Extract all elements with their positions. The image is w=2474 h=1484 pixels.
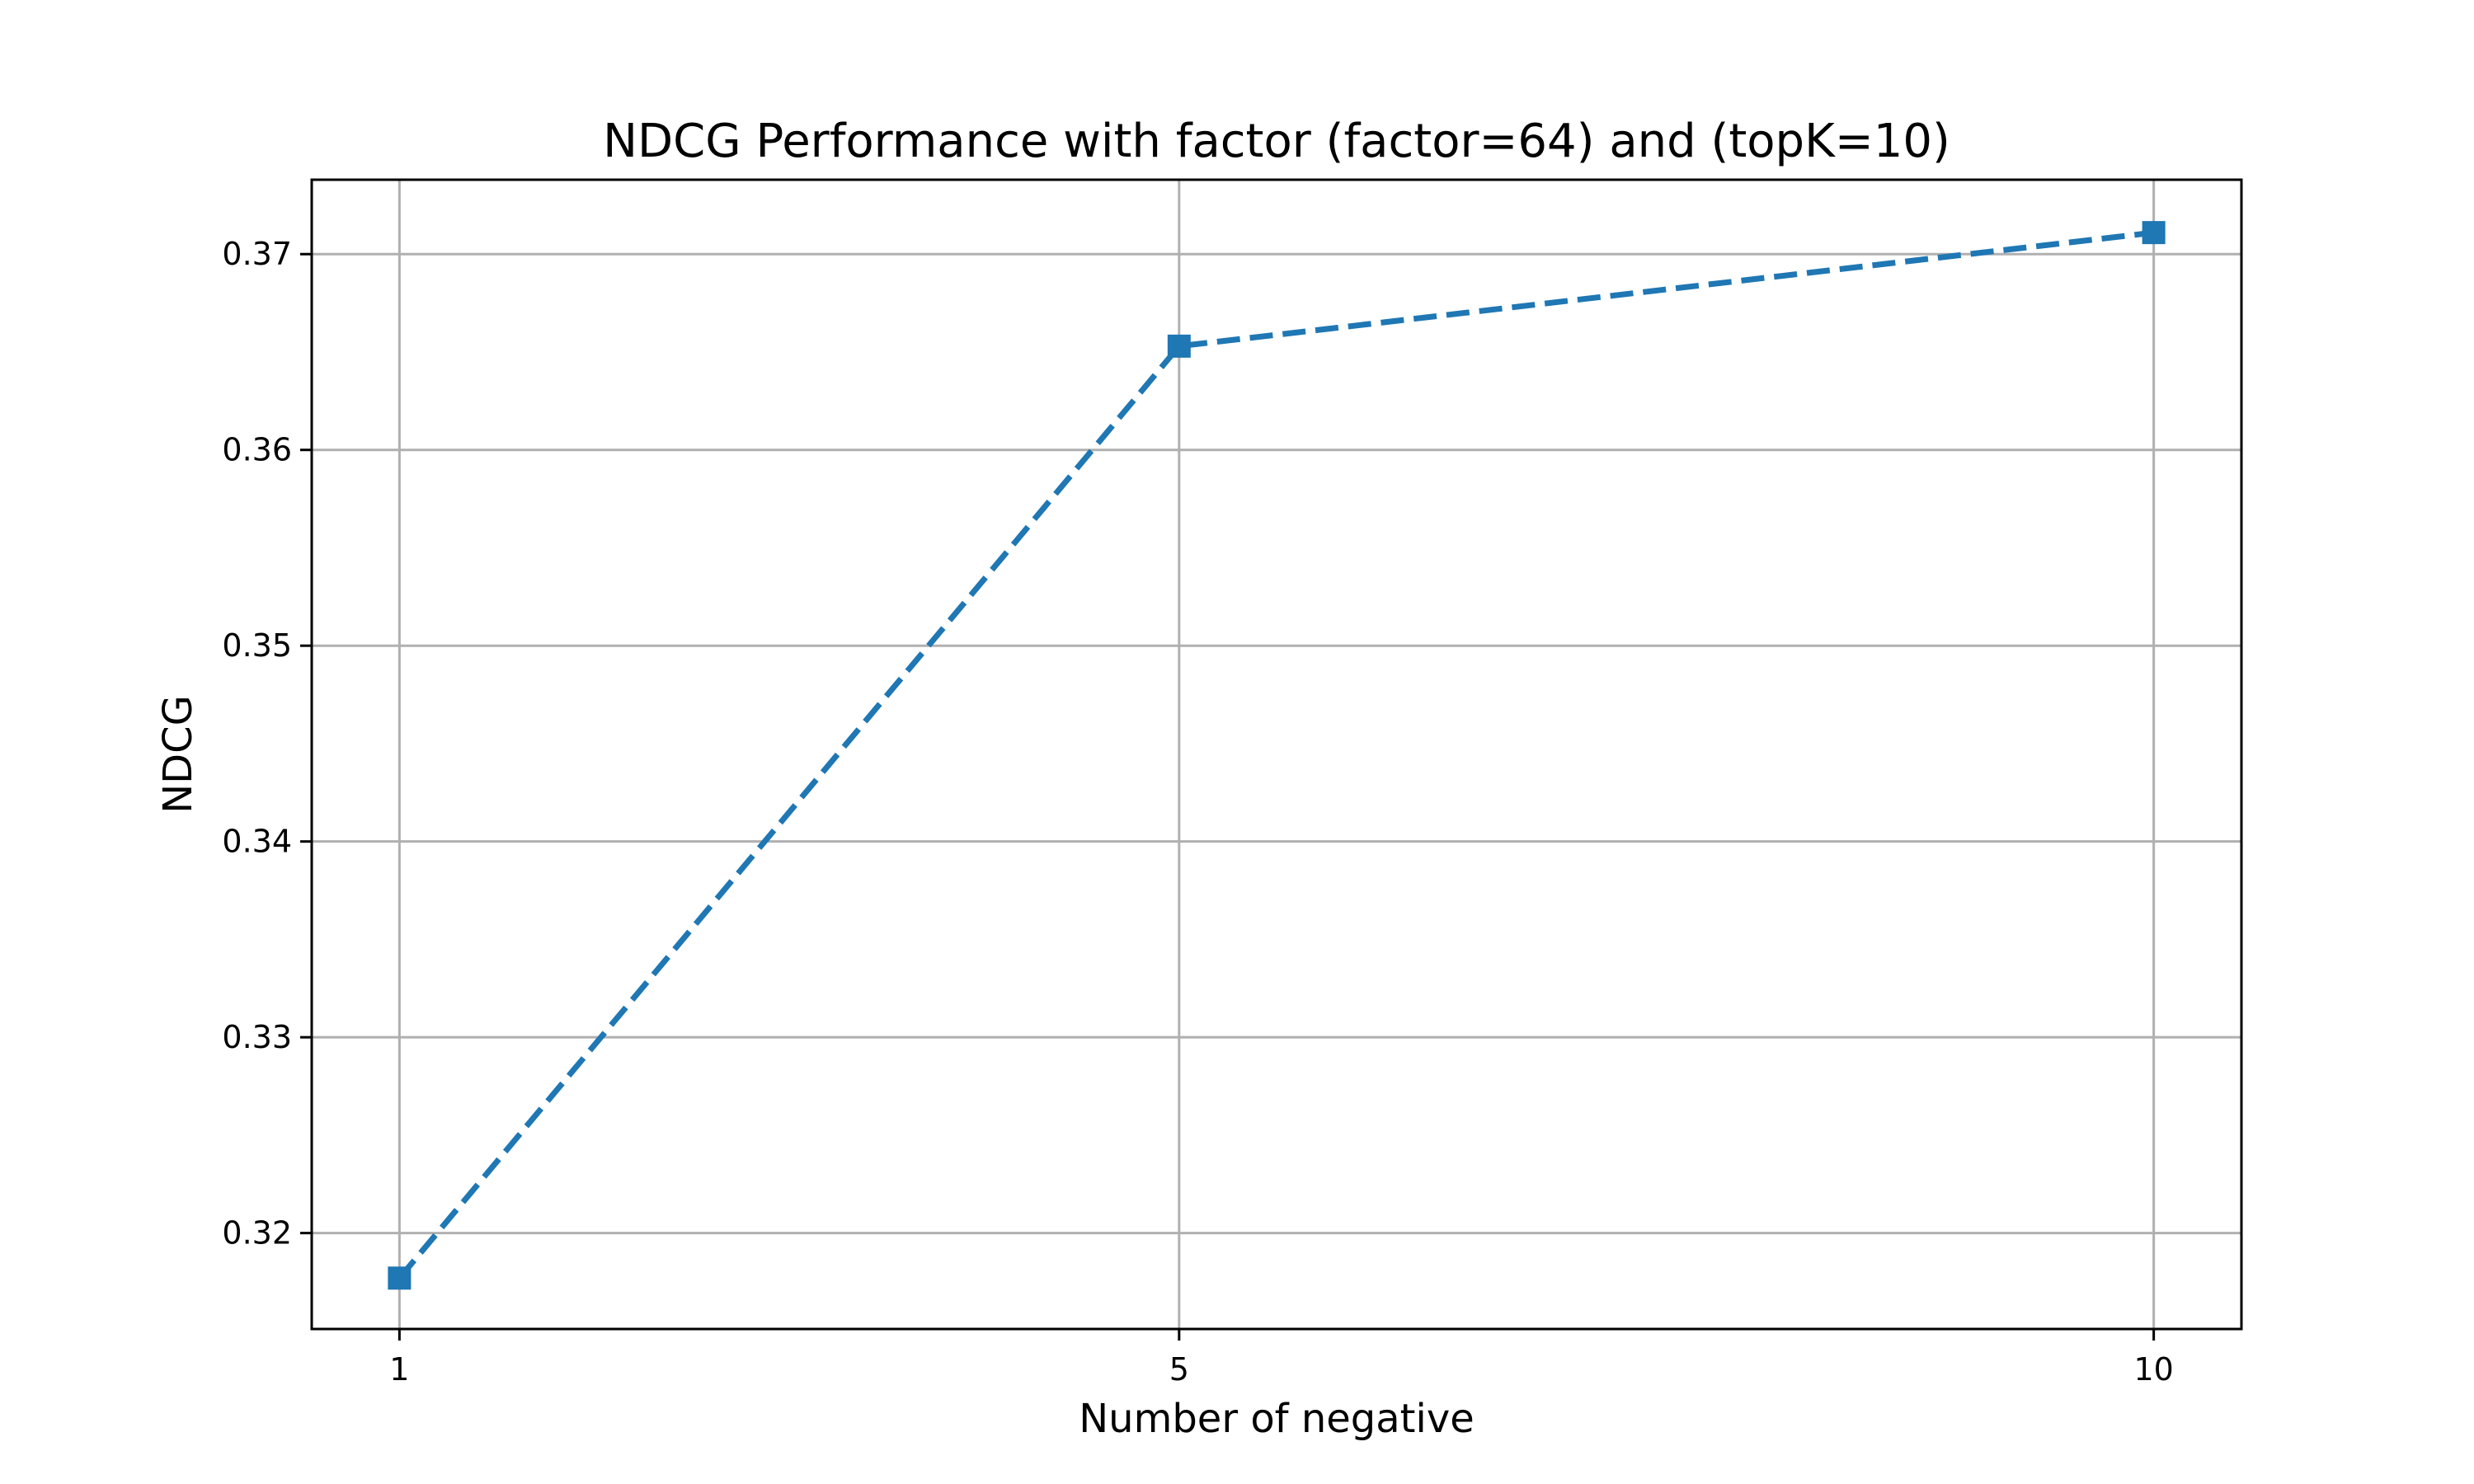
data-point-marker [1167,334,1191,358]
y-tick-label: 0.34 [222,824,292,860]
x-tick-label: 1 [389,1351,409,1388]
series-layer [388,221,2166,1290]
x-tick-label: 5 [1169,1351,1189,1388]
y-tick-label: 0.37 [222,236,292,272]
y-tick-label: 0.35 [222,627,292,664]
y-tick-label: 0.32 [222,1215,292,1252]
series-line [397,229,2155,1280]
data-point-marker [2142,221,2166,245]
chart-title: NDCG Performance with factor (factor=64)… [603,115,1950,168]
grid [312,180,2241,1329]
y-tick-label: 0.36 [222,432,292,468]
plot-frame [310,178,2243,1331]
y-axis-label: NDCG [155,695,201,814]
x-tick-label: 10 [2133,1351,2173,1388]
ticks: 1 5 10 0.32 0.33 0.34 0.35 0.36 0.37 [222,236,2173,1388]
data-point-marker [388,1266,412,1290]
y-tick-label: 0.33 [222,1019,292,1055]
x-axis-label: Number of negative [1079,1396,1475,1442]
